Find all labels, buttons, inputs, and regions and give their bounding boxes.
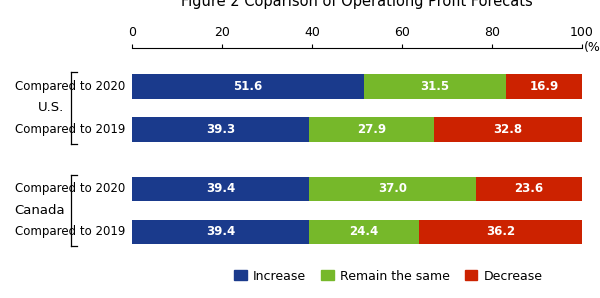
Text: (%): (%) bbox=[584, 41, 600, 54]
Bar bbox=[506, 74, 582, 99]
Bar bbox=[132, 176, 310, 201]
Text: 27.9: 27.9 bbox=[357, 123, 386, 136]
Text: 39.3: 39.3 bbox=[206, 123, 235, 136]
Text: 51.6: 51.6 bbox=[233, 80, 263, 93]
Bar bbox=[364, 74, 506, 99]
Bar bbox=[132, 74, 364, 99]
Text: Compared to 2020: Compared to 2020 bbox=[15, 80, 125, 93]
Bar bbox=[309, 117, 434, 142]
Text: 37.0: 37.0 bbox=[378, 182, 407, 195]
Bar bbox=[434, 117, 582, 142]
Bar bbox=[132, 117, 309, 142]
Text: 36.2: 36.2 bbox=[486, 225, 515, 238]
Text: 39.4: 39.4 bbox=[206, 225, 235, 238]
Text: 23.6: 23.6 bbox=[514, 182, 544, 195]
Text: Compared to 2019: Compared to 2019 bbox=[15, 123, 125, 136]
Legend: Increase, Remain the same, Decrease: Increase, Remain the same, Decrease bbox=[229, 265, 548, 288]
Bar bbox=[132, 220, 310, 244]
Text: Compared to 2019: Compared to 2019 bbox=[15, 225, 125, 238]
Text: 32.8: 32.8 bbox=[494, 123, 523, 136]
Bar bbox=[310, 176, 476, 201]
Text: 16.9: 16.9 bbox=[529, 80, 559, 93]
Text: 31.5: 31.5 bbox=[421, 80, 449, 93]
Bar bbox=[476, 176, 582, 201]
Text: 39.4: 39.4 bbox=[206, 182, 235, 195]
Bar bbox=[419, 220, 582, 244]
Text: 24.4: 24.4 bbox=[350, 225, 379, 238]
Text: U.S.: U.S. bbox=[38, 101, 65, 114]
Title: Figure 2 Coparison of Operationg Profit Forecats: Figure 2 Coparison of Operationg Profit … bbox=[181, 0, 533, 9]
Text: Canada: Canada bbox=[14, 204, 65, 217]
Bar bbox=[310, 220, 419, 244]
Text: Compared to 2020: Compared to 2020 bbox=[15, 182, 125, 195]
